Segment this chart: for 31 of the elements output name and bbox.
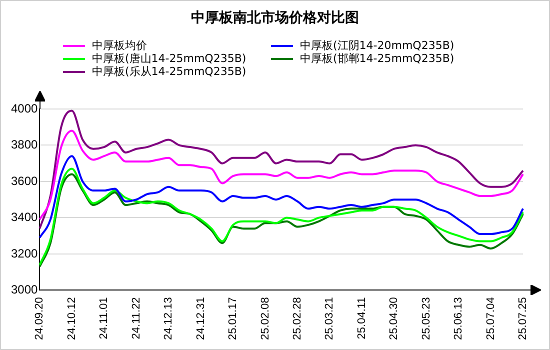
x-tick-label: 25.07.04 <box>484 297 497 340</box>
line-series <box>38 130 524 221</box>
x-tick-label: 25.02.08 <box>259 297 272 340</box>
legend-label: 中厚板(乐从14-25mmQ235B) <box>92 65 246 78</box>
y-tick-label: 4000 <box>10 101 38 116</box>
x-tick-label: 24.11.22 <box>130 297 142 340</box>
line-series <box>38 155 524 239</box>
x-tick-label: 25.07.25 <box>517 297 530 340</box>
x-tick-label: 25.01.17 <box>227 297 240 340</box>
x-tick-label: 25.04.11 <box>356 297 368 340</box>
y-tick-label: 3000 <box>10 282 38 296</box>
x-tick-label: 24.11.01 <box>98 297 110 340</box>
legend-label: 中厚板(唐山14-25mmQ235B) <box>92 52 246 65</box>
line-series <box>38 110 524 230</box>
x-tick-label: 25.06.13 <box>452 297 465 340</box>
x-tick-label: 24.10.12 <box>66 297 78 340</box>
x-tick-label: 25.04.30 <box>388 297 400 340</box>
legend-label: 中厚板(邯郸14-25mmQ235B) <box>300 52 454 65</box>
x-tick-label: 24.12.13 <box>162 297 175 340</box>
y-tick-label: 3400 <box>10 210 38 224</box>
y-tick-label: 3600 <box>10 174 38 188</box>
x-tick-label: 24.12.31 <box>194 297 207 340</box>
x-tick-label: 24.09.20 <box>34 297 46 340</box>
x-tick-label: 25.02.28 <box>291 297 304 340</box>
y-tick-label: 3200 <box>10 246 38 260</box>
x-tick-label: 25.05.23 <box>420 297 432 340</box>
x-tick-label: 25.03.21 <box>324 297 336 340</box>
legend-label: 中厚板(江阴14-20mmQ235B) <box>300 39 454 52</box>
y-tick-label: 3800 <box>10 138 38 152</box>
chart-title: 中厚板南北市场价格对比图 <box>190 9 360 27</box>
legend-label: 中厚板均价 <box>92 39 147 52</box>
